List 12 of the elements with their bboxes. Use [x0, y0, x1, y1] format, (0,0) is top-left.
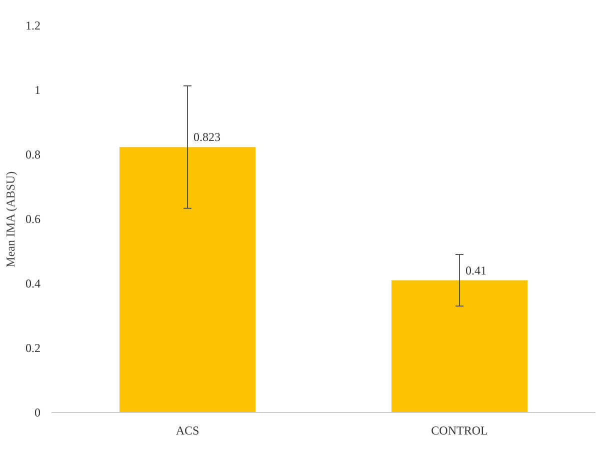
y-tick-label: 1 [34, 83, 40, 97]
y-tick-label: 0 [34, 406, 40, 420]
y-axis-title: Mean IMA (ABSU) [4, 171, 18, 268]
data-label: 0.823 [194, 130, 220, 144]
x-tick-label: ACS [176, 424, 200, 438]
y-tick-label: 0.4 [26, 276, 40, 290]
y-tick-label: 0.2 [26, 341, 40, 355]
data-label: 0.41 [466, 263, 486, 278]
y-tick-label: 1.2 [26, 18, 40, 32]
y-tick-label: 0.8 [26, 148, 40, 162]
y-tick-label: 0.6 [26, 212, 40, 226]
x-tick-label: CONTROL [431, 424, 488, 438]
